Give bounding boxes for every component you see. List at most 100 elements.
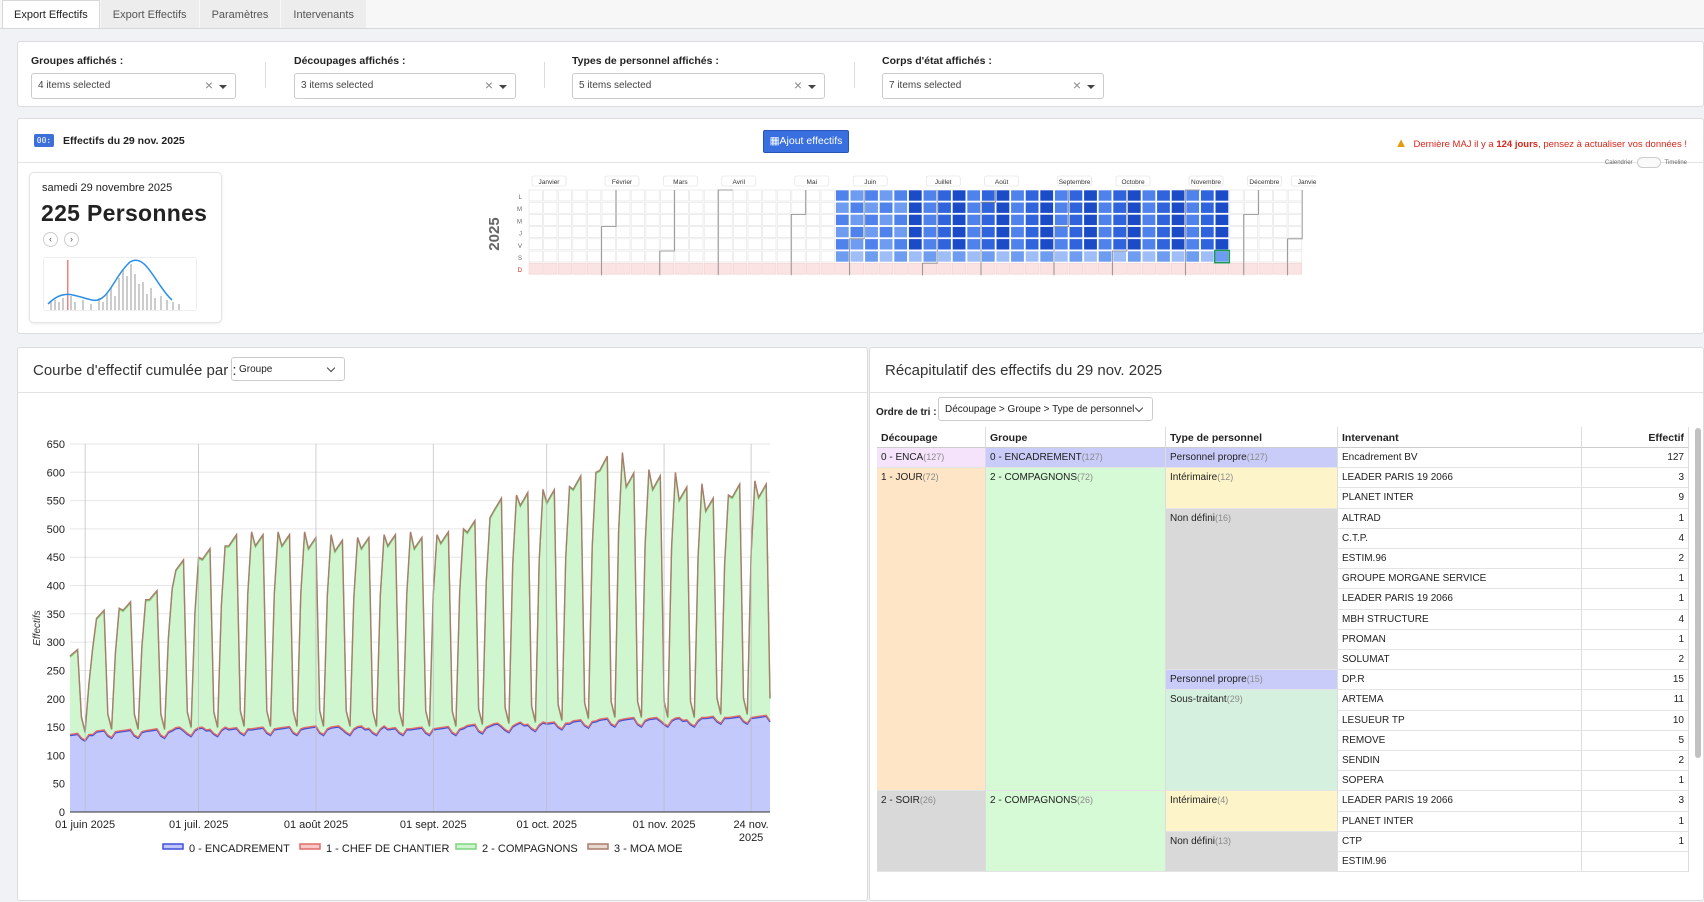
day-cell [1258, 238, 1273, 251]
x-tick-label: 2025 [739, 832, 763, 844]
day-cell [1025, 238, 1040, 251]
day-cell [1054, 226, 1069, 238]
clear-icon[interactable]: × [793, 77, 802, 93]
caret-down-icon[interactable] [1087, 85, 1095, 89]
day-cell [703, 214, 718, 226]
effectifs-title: Effectifs du 29 nov. 2025 [63, 135, 185, 147]
day-cell [776, 238, 791, 251]
prev-day-button[interactable]: ‹ [43, 232, 58, 247]
caret-down-icon[interactable] [219, 85, 227, 89]
caret-down-icon[interactable] [499, 85, 507, 89]
next-day-button[interactable]: › [64, 232, 79, 247]
day-cell [1025, 262, 1040, 275]
toggle-switch[interactable] [1636, 157, 1661, 168]
day-cell [1112, 238, 1127, 251]
day-cell [572, 201, 587, 214]
toggle-label-calendar: Calendrier [1604, 160, 1633, 167]
y-tick-label: 200 [47, 694, 65, 706]
day-cell [791, 238, 806, 251]
clear-icon[interactable]: × [484, 77, 493, 93]
day-cell [864, 262, 879, 275]
divider [18, 392, 867, 393]
day-cell [1200, 214, 1215, 226]
area-0 [70, 716, 770, 812]
day-cell [543, 262, 558, 275]
tab-intervenants[interactable]: Intervenants [281, 0, 366, 28]
day-cell [1229, 214, 1244, 226]
day-cell [1010, 262, 1025, 275]
day-cell [1171, 189, 1186, 202]
intervenant-cell: MBH STRUCTURE [1338, 609, 1582, 630]
day-cell [776, 262, 791, 275]
type-cell: Non défini(16) [1166, 508, 1338, 671]
recap-title: Récapitulatif des effectifs du 29 nov. 2… [885, 362, 1163, 379]
clear-icon[interactable]: × [1072, 77, 1081, 93]
day-cell [1287, 226, 1302, 238]
day-cell [879, 201, 894, 214]
scrollbar[interactable] [1695, 428, 1701, 758]
day-cell [1039, 250, 1054, 263]
day-cell [864, 250, 879, 263]
day-cell [1273, 201, 1288, 214]
tab-export-effectifs-2[interactable]: Export Effectifs [100, 0, 199, 28]
day-cell [849, 250, 864, 263]
intervenant-cell: DP.R [1338, 670, 1582, 691]
intervenant-cell: LEADER PARIS 19 2066 [1338, 589, 1582, 610]
day-cell [879, 214, 894, 226]
day-cell [1273, 262, 1288, 275]
day-cell [616, 214, 631, 226]
day-cell [1273, 238, 1288, 251]
day-cell [587, 262, 602, 275]
types-select[interactable]: 5 items selected × [572, 73, 825, 99]
day-cell [1229, 201, 1244, 214]
tab-parametres[interactable]: Paramètres [199, 0, 281, 28]
svg-text:Juillet: Juillet [935, 179, 952, 186]
day-cell [776, 250, 791, 263]
groupes-select[interactable]: 4 items selected × [31, 73, 236, 99]
cumulative-area-chart[interactable]: 0 50 100 150 200 250 300 350 400 450 500 550 600 650 E… [18, 408, 867, 902]
month-boundary [1185, 189, 1200, 276]
group-by-select[interactable]: Groupe [231, 357, 345, 381]
year-label: 2025 [486, 217, 503, 250]
select-value: Groupe [239, 364, 273, 375]
day-cell [660, 226, 675, 238]
month-label: Février [604, 175, 640, 187]
groupe-cell: 2 - COMPAGNONS(26) [986, 791, 1166, 873]
day-cell [733, 262, 748, 275]
day-cell [849, 238, 864, 251]
ajout-effectifs-button[interactable]: ▦Ajout effectifs [763, 130, 849, 153]
y-tick-label: 0 [59, 807, 65, 819]
day-cell [893, 214, 908, 226]
day-cell [1083, 189, 1098, 202]
month-label: Juillet [925, 175, 961, 187]
sort-order-select[interactable]: Découpage > Groupe > Type de personnel [938, 397, 1153, 421]
selected-day-cell [1213, 249, 1231, 264]
view-toggle[interactable]: Calendrier Timeline [1605, 157, 1687, 168]
day-cell [879, 226, 894, 238]
day-cell [762, 238, 777, 251]
day-cell [952, 238, 967, 251]
day-cell [1258, 226, 1273, 238]
day-cell [1185, 189, 1200, 202]
day-cell [952, 189, 967, 202]
type-cell-label: Non défini [1170, 512, 1216, 524]
day-cell [1098, 238, 1113, 251]
effectif-cell: 1 [1582, 771, 1689, 792]
day-cell [1054, 189, 1069, 202]
decoupages-select[interactable]: 3 items selected × [294, 73, 516, 99]
svg-text:Janvier: Janvier [539, 179, 561, 186]
area-2 [70, 453, 770, 741]
month-boundary [717, 189, 733, 276]
day-cell [864, 238, 879, 251]
select-value: 3 items selected [301, 80, 374, 91]
tab-export-effectifs[interactable]: Export Effectifs [2, 0, 100, 28]
day-cell [981, 214, 996, 226]
day-cell [528, 250, 543, 263]
clear-icon[interactable]: × [204, 77, 213, 93]
corps-select[interactable]: 7 items selected × [882, 73, 1104, 99]
intervenant-cell: REMOVE [1338, 730, 1582, 751]
caret-down-icon[interactable] [808, 85, 816, 89]
day-cell [849, 201, 864, 214]
day-cell [1068, 189, 1083, 202]
